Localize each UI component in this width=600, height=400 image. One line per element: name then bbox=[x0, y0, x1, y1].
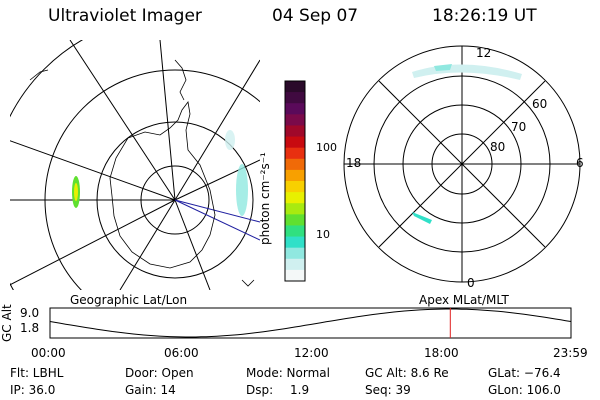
mlat-label-70: 70 bbox=[511, 120, 527, 134]
colorbar-unit-label: photon cm⁻²s⁻¹ bbox=[258, 152, 272, 245]
gc-alt-info: GC Alt: 8.6 Re bbox=[365, 366, 449, 380]
gain-info: Gain: 14 bbox=[125, 383, 176, 397]
dsp-label: Dsp: bbox=[246, 383, 274, 397]
colorbar-swatch bbox=[285, 214, 305, 226]
instrument-title: Ultraviolet Imager bbox=[48, 6, 202, 26]
time-label: 18:26:19 UT bbox=[432, 6, 537, 26]
apex-label: Apex MLat/MLT bbox=[419, 293, 509, 307]
altitude-timeline bbox=[49, 307, 572, 339]
colorbar-swatch bbox=[285, 103, 305, 115]
date-label: 04 Sep 07 bbox=[272, 6, 359, 26]
mlat-label-60: 60 bbox=[532, 97, 548, 111]
seq-info: Seq: 39 bbox=[365, 383, 411, 397]
colorbar-swatch bbox=[285, 236, 305, 249]
colorbar bbox=[284, 80, 306, 282]
timeline-frame bbox=[49, 307, 572, 339]
x-tick-1200: 12:00 bbox=[294, 346, 329, 360]
dsp-value: 1.9 bbox=[290, 383, 310, 397]
polar-mlt-plot bbox=[343, 45, 581, 283]
mode-info: Mode: Normal bbox=[246, 366, 330, 380]
filter-info: Flt: LBHL bbox=[10, 366, 64, 380]
colorbar-tick-10: 10 bbox=[316, 228, 330, 241]
colorbar-swatch bbox=[285, 247, 305, 260]
colorbar-swatch bbox=[285, 81, 305, 93]
altitude-curve bbox=[49, 308, 572, 338]
colorbar-swatch bbox=[285, 192, 305, 204]
mlat-label-80: 80 bbox=[490, 140, 506, 154]
colorbar-swatch bbox=[285, 114, 305, 126]
colorbar-swatch bbox=[285, 125, 305, 138]
colorbar-swatch bbox=[285, 136, 305, 149]
aurora-emission-right bbox=[412, 64, 522, 224]
geographic-label: Geographic Lat/Lon bbox=[70, 293, 188, 307]
colorbar-swatch bbox=[285, 147, 305, 160]
colorbar-frame bbox=[284, 80, 306, 282]
gc-alt-axis-label: GC Alt bbox=[0, 304, 14, 342]
x-tick-0600: 06:00 bbox=[164, 346, 199, 360]
x-tick-2359: 23:59 bbox=[553, 346, 588, 360]
colorbar-swatch bbox=[285, 203, 305, 215]
ip-info: IP: 36.0 bbox=[10, 383, 56, 397]
colorbar-swatch bbox=[285, 181, 305, 193]
colorbar-swatch bbox=[285, 269, 305, 282]
colorbar-tick-100: 100 bbox=[316, 141, 337, 154]
aurora-emission-left bbox=[72, 130, 248, 216]
x-tick-1800: 18:00 bbox=[424, 346, 459, 360]
colorbar-swatch bbox=[285, 169, 305, 182]
x-tick-0000: 00:00 bbox=[31, 346, 66, 360]
mlt-label-18: 18 bbox=[346, 156, 362, 170]
mlt-label-12: 12 bbox=[476, 46, 492, 60]
colorbar-swatch bbox=[285, 92, 305, 104]
continent-outline bbox=[109, 101, 216, 269]
colorbar-swatch bbox=[285, 258, 305, 271]
mlt-label-0: 0 bbox=[467, 276, 475, 290]
mlt-label-6: 6 bbox=[576, 156, 584, 170]
geographic-map bbox=[10, 40, 260, 290]
door-info: Door: Open bbox=[125, 366, 194, 380]
glon-info: GLon: 106.0 bbox=[488, 383, 561, 397]
glat-info: GLat: −76.4 bbox=[488, 366, 561, 380]
colorbar-swatch bbox=[285, 225, 305, 238]
y-min-label: 1.8 bbox=[20, 321, 40, 335]
y-max-label: 9.0 bbox=[20, 306, 40, 320]
colorbar-swatch bbox=[285, 158, 305, 171]
